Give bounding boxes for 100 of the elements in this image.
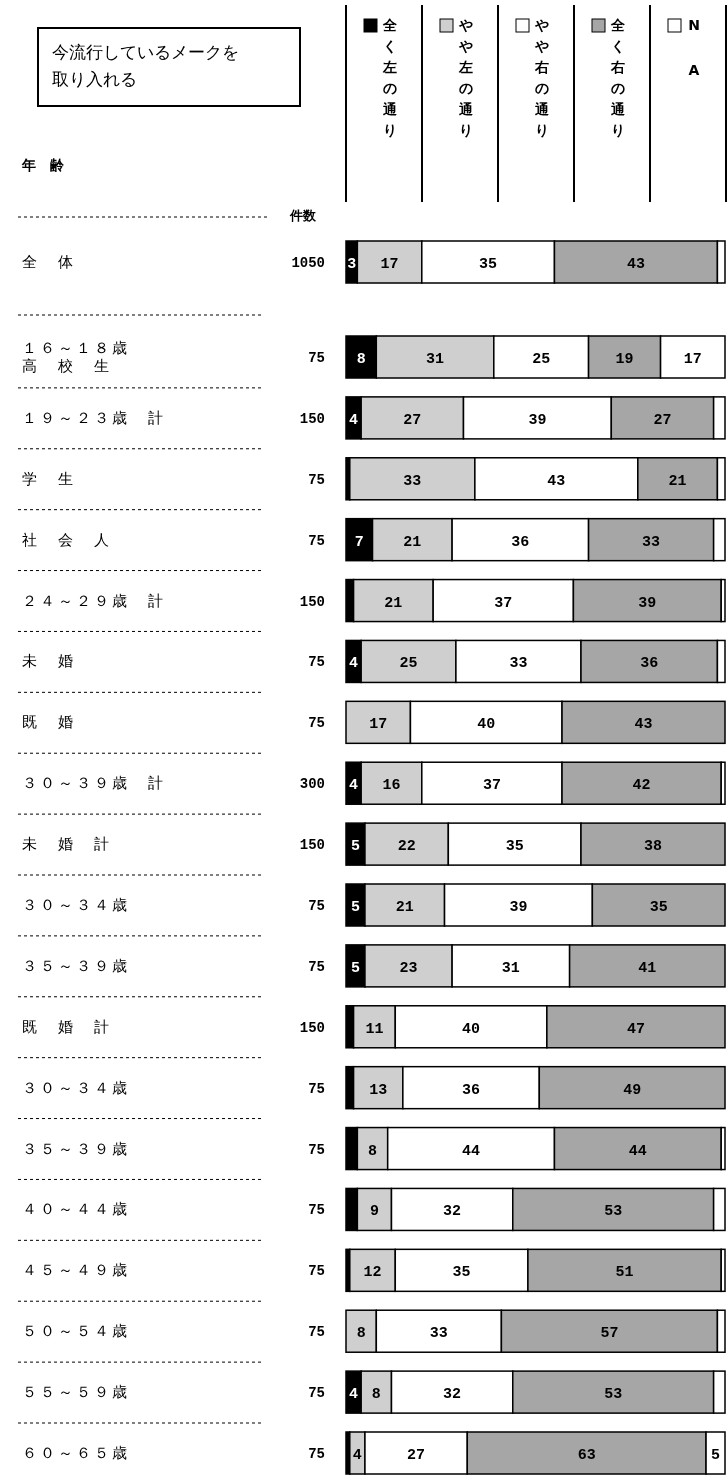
legend-label: 全く左の通り bbox=[382, 17, 398, 138]
data-label: 9 bbox=[369, 1203, 379, 1221]
y2-tick-label: 75 bbox=[308, 532, 325, 549]
data-label: 21 bbox=[668, 472, 687, 490]
y-tick-label: ５０～５４歳 bbox=[22, 1322, 130, 1341]
y-tick-label: ３５～３９歳 bbox=[22, 956, 130, 975]
y2-tick-label: 75 bbox=[308, 715, 325, 732]
legend-label: やや左の通り bbox=[458, 17, 474, 138]
data-label: 5 bbox=[350, 899, 360, 916]
y2-tick-label: 150 bbox=[299, 410, 325, 427]
y-tick-label: 未 婚 計 bbox=[22, 835, 112, 854]
y-tick-label: ６０～６５歳 bbox=[22, 1444, 130, 1462]
legend-label: 全く右の通り bbox=[610, 17, 626, 138]
y2-tick-label: 300 bbox=[299, 776, 325, 793]
data-label: 5 bbox=[350, 838, 360, 856]
data-label: 7 bbox=[354, 533, 364, 551]
data-label: 27 bbox=[403, 411, 422, 429]
y-tick-label: 未 婚 bbox=[22, 652, 76, 671]
y-tick-label: 既 婚 bbox=[22, 713, 76, 732]
y2-tick-label: 150 bbox=[299, 837, 325, 854]
data-label: 33 bbox=[642, 533, 661, 551]
data-label: 33 bbox=[509, 655, 528, 673]
data-label: 53 bbox=[604, 1386, 623, 1404]
y2-tick-label: 75 bbox=[308, 350, 325, 366]
data-label: 37 bbox=[482, 777, 501, 795]
y2-tick-label: 75 bbox=[308, 1202, 325, 1219]
y-tick-label: ５５～５９歳 bbox=[22, 1383, 130, 1402]
legend-item: 全く右の通り bbox=[591, 17, 625, 138]
y2-tick-label: 150 bbox=[299, 1019, 325, 1036]
data-label: 36 bbox=[462, 1081, 481, 1099]
data-label: 39 bbox=[638, 594, 657, 612]
y-tick-label: 社 会 人 bbox=[22, 530, 112, 549]
data-label: 12 bbox=[363, 1264, 382, 1282]
y-tick-label: 全 体 bbox=[22, 253, 76, 271]
legend-label: やや右の通り bbox=[534, 17, 550, 138]
y2-tick-label: 75 bbox=[308, 958, 325, 975]
legend-item: 全く左の通り bbox=[363, 17, 397, 138]
text: 今流行しているメークを取り入れる bbox=[52, 42, 239, 89]
data-label: 11 bbox=[365, 1020, 384, 1038]
data-label: 5 bbox=[350, 959, 360, 977]
data-label: 8 bbox=[356, 351, 366, 368]
data-label: 17 bbox=[380, 256, 399, 273]
y-tick-label: 既 婚 計 bbox=[22, 1017, 112, 1036]
data-label: 27 bbox=[653, 411, 672, 429]
y2-tick-label: 75 bbox=[308, 1263, 325, 1280]
data-label: 49 bbox=[623, 1081, 642, 1099]
data-label: 27 bbox=[407, 1447, 426, 1464]
data-label: 17 bbox=[683, 351, 702, 368]
data-label: 51 bbox=[615, 1264, 634, 1282]
data-label: 38 bbox=[643, 838, 662, 856]
data-label: 17 bbox=[369, 716, 388, 734]
data-label: 31 bbox=[426, 351, 445, 368]
y2-tick-label: 75 bbox=[308, 1385, 325, 1402]
data-label: 37 bbox=[494, 594, 513, 612]
data-label: 35 bbox=[649, 899, 668, 916]
legend-item: やや右の通り bbox=[515, 17, 549, 138]
data-label: 44 bbox=[462, 1142, 481, 1160]
data-label: 35 bbox=[479, 256, 498, 273]
data-label: 4 bbox=[349, 411, 359, 429]
y-tick-label: 学 生 bbox=[22, 469, 76, 488]
y-tick-label: ２４～２９歳 計 bbox=[22, 591, 166, 610]
data-label: 63 bbox=[577, 1447, 596, 1464]
data-label: 40 bbox=[477, 716, 496, 734]
data-label: 33 bbox=[403, 472, 422, 490]
legend-item: やや左の通り bbox=[439, 17, 473, 138]
data-label: 43 bbox=[634, 716, 653, 734]
data-label: 36 bbox=[640, 655, 659, 673]
data-label: 39 bbox=[509, 899, 528, 916]
data-label: 41 bbox=[638, 959, 657, 977]
y2-tick-label: 150 bbox=[299, 593, 325, 610]
y-tick-label: ３０～３４歳 bbox=[22, 1078, 130, 1097]
data-label: 43 bbox=[547, 472, 566, 490]
data-label: 47 bbox=[626, 1020, 645, 1038]
y-tick-label: ４５～４９歳 bbox=[22, 1261, 130, 1280]
y2-tick-label: 75 bbox=[308, 1446, 325, 1462]
legend-item: NA bbox=[667, 17, 700, 78]
data-label: 32 bbox=[443, 1386, 462, 1404]
data-label: 21 bbox=[403, 533, 422, 551]
data-label: 4 bbox=[349, 777, 359, 795]
y2-tick-label: 75 bbox=[308, 1080, 325, 1097]
data-label: 4 bbox=[349, 1386, 359, 1404]
y2-tick-label: 75 bbox=[308, 898, 325, 914]
data-label: 33 bbox=[429, 1325, 448, 1343]
y2-tick-label: 75 bbox=[308, 1141, 325, 1158]
y-axis-title: 年 齢 bbox=[21, 157, 65, 173]
data-label: 35 bbox=[505, 838, 524, 856]
data-label: 53 bbox=[604, 1203, 623, 1221]
data-label: 44 bbox=[628, 1142, 647, 1160]
data-label: 3 bbox=[347, 256, 357, 273]
y2-tick-label: 75 bbox=[308, 654, 325, 671]
data-label: 25 bbox=[399, 655, 418, 673]
data-label: 21 bbox=[395, 899, 414, 916]
data-label: 31 bbox=[501, 959, 520, 977]
y-tick-label: ３５～３９歳 bbox=[22, 1139, 130, 1158]
y2-tick-label: 75 bbox=[308, 1324, 325, 1341]
data-label: 35 bbox=[452, 1264, 471, 1282]
y-tick-label: ３０～３９歳 計 bbox=[22, 774, 166, 793]
y-tick-label: ３０～３４歳 bbox=[22, 896, 130, 914]
data-label: 8 bbox=[368, 1142, 378, 1160]
data-label: 57 bbox=[600, 1325, 619, 1343]
